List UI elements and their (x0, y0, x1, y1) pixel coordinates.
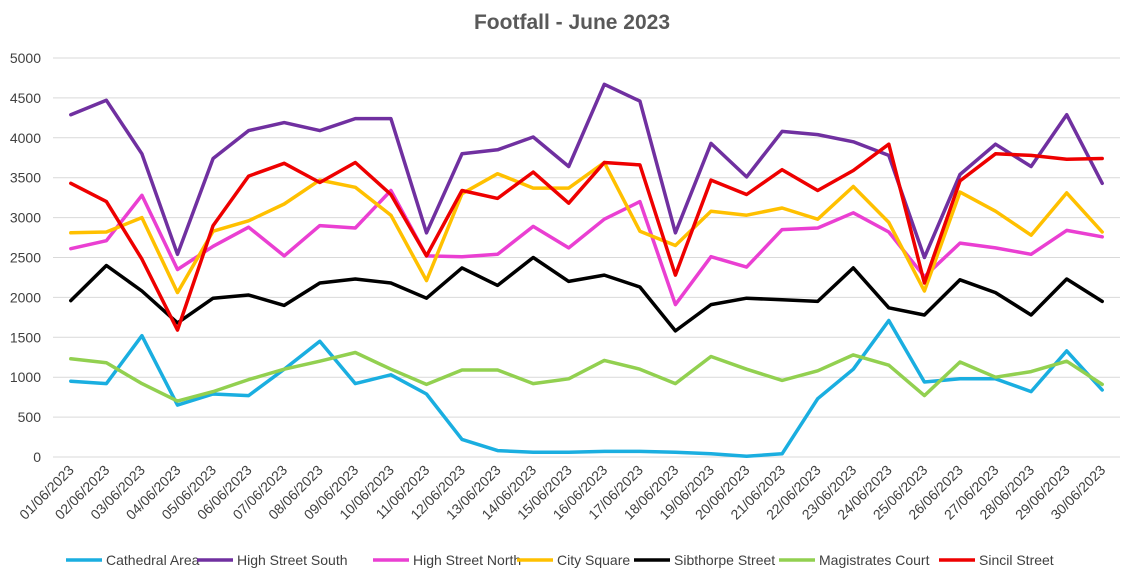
y-tick-label: 3000 (10, 210, 41, 226)
series-line-city-square (69, 160, 1104, 295)
legend-item: Magistrates Court (779, 552, 930, 568)
legend-item: Cathedral Area (66, 552, 200, 568)
legend-label: High Street South (237, 552, 348, 568)
y-axis: 0 500 1000 1500 2000 2500 3000 3500 4000 4500 5000 (10, 50, 41, 465)
series-line-sincil-street (69, 142, 1104, 332)
legend-label: Sibthorpe Street (674, 552, 775, 568)
plot-area (69, 82, 1104, 458)
y-tick-label: 2000 (10, 289, 41, 305)
legend-item: High Street North (373, 552, 521, 568)
y-tick-label: 1000 (10, 369, 41, 385)
legend-item: City Square (517, 552, 630, 568)
y-tick-label: 500 (18, 409, 42, 425)
legend-label: Cathedral Area (106, 552, 200, 568)
series-line-cathedral-area (69, 318, 1104, 458)
legend: Cathedral Area High Street South High Stre… (66, 552, 1054, 568)
legend-label: Sincil Street (979, 552, 1054, 568)
gridlines (53, 57, 1120, 458)
y-tick-label: 4000 (10, 130, 41, 146)
legend-item: High Street South (197, 552, 348, 568)
legend-label: Magistrates Court (819, 552, 930, 568)
y-tick-label: 4500 (10, 90, 41, 106)
y-tick-label: 2500 (10, 250, 41, 266)
x-axis: 01/06/202302/06/202303/06/202304/06/2023… (16, 462, 1108, 523)
legend-label: City Square (557, 552, 630, 568)
series-line-magistrates-court (69, 350, 1104, 403)
chart-title: Footfall - June 2023 (474, 11, 670, 34)
series-line-sibthorpe-street (69, 255, 1104, 333)
legend-label: High Street North (413, 552, 521, 568)
y-tick-label: 3500 (10, 170, 41, 186)
legend-item: Sincil Street (939, 552, 1054, 568)
series-line-high-street-south (69, 82, 1104, 260)
y-tick-label: 0 (33, 449, 41, 465)
y-tick-label: 1500 (10, 329, 41, 345)
y-tick-label: 5000 (10, 50, 41, 66)
legend-item: Sibthorpe Street (634, 552, 775, 568)
